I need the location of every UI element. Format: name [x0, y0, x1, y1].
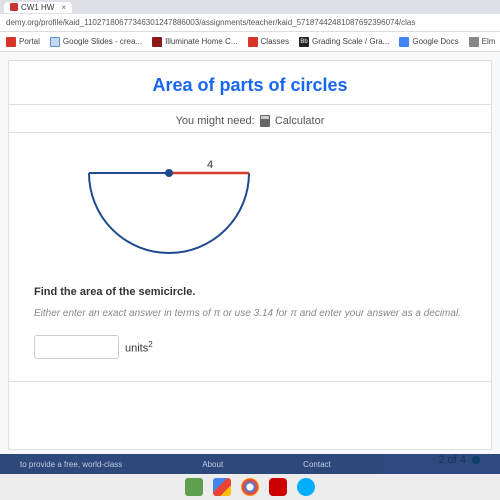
bookmark-docs[interactable]: Google Docs — [399, 37, 458, 47]
bookmark-icon — [6, 37, 16, 47]
instruction-text: Either enter an exact answer in terms of… — [9, 306, 491, 331]
bookmark-icon — [399, 37, 409, 47]
bookmark-label: Portal — [19, 37, 40, 46]
bookmark-grading[interactable]: Bb Grading Scale / Gra... — [299, 37, 389, 47]
units-base: units — [125, 342, 148, 354]
bookmark-slides[interactable]: Google Slides - crea... — [50, 37, 142, 47]
bookmark-illuminate[interactable]: Illuminate Home C... — [152, 37, 237, 47]
bookmark-icon — [50, 37, 60, 47]
tab-favicon — [10, 3, 18, 11]
units-exp: 2 — [148, 340, 152, 349]
bookmark-label: Illuminate Home C... — [165, 37, 237, 46]
gmail-icon[interactable] — [213, 478, 231, 496]
semicircle-svg: 4 — [79, 158, 259, 258]
bookmark-icon: Bb — [299, 37, 309, 47]
footer: to provide a free, world-class About Con… — [0, 454, 500, 474]
need-line: You might need: Calculator — [9, 105, 491, 132]
question-text: Find the area of the semicircle. — [9, 278, 491, 306]
arc — [89, 173, 249, 253]
bookmark-icon — [248, 37, 258, 47]
bookmark-classes[interactable]: Classes — [248, 37, 289, 47]
bookmark-icon — [152, 37, 162, 47]
browser-tabs: CW1 HW × — [0, 0, 500, 14]
need-label: You might need: — [176, 115, 255, 127]
taskbar — [0, 474, 500, 500]
bookmark-label: Google Docs — [412, 37, 458, 46]
youtube-icon[interactable] — [269, 478, 287, 496]
divider — [9, 381, 491, 382]
bookmark-label: Grading Scale / Gra... — [312, 37, 389, 46]
chrome-icon[interactable] — [241, 478, 259, 496]
need-tool: Calculator — [275, 115, 325, 127]
tab-title: CW1 HW — [21, 3, 54, 12]
footer-mission: to provide a free, world-class — [20, 460, 122, 469]
semicircle-figure: 4 — [9, 133, 491, 278]
bookmarks-bar: Portal Google Slides - crea... Illuminat… — [0, 32, 500, 52]
content-area: Area of parts of circles You might need:… — [8, 60, 492, 450]
footer-link-contact[interactable]: Contact — [303, 460, 331, 469]
radius-label: 4 — [207, 159, 213, 171]
close-icon[interactable]: × — [61, 3, 66, 12]
bookmark-icon — [469, 37, 479, 47]
units-label: units2 — [125, 340, 153, 355]
answer-input[interactable] — [34, 335, 119, 359]
url-text: demy.org/profile/kaid_110271806773463012… — [6, 18, 415, 27]
center-dot — [165, 169, 173, 177]
footer-link-about[interactable]: About — [202, 460, 223, 469]
taskbar-icon[interactable] — [297, 478, 315, 496]
calculator-icon[interactable] — [260, 115, 270, 127]
bookmark-elm[interactable]: Elm — [469, 37, 496, 47]
browser-tab[interactable]: CW1 HW × — [4, 2, 72, 13]
answer-row: units2 — [9, 331, 491, 363]
page-title: Area of parts of circles — [9, 61, 491, 104]
bookmark-label: Google Slides - crea... — [63, 37, 142, 46]
bookmark-label: Elm — [482, 37, 496, 46]
bookmark-label: Classes — [261, 37, 289, 46]
url-bar[interactable]: demy.org/profile/kaid_110271806773463012… — [0, 14, 500, 32]
bookmark-portal[interactable]: Portal — [6, 37, 40, 47]
taskbar-icon[interactable] — [185, 478, 203, 496]
